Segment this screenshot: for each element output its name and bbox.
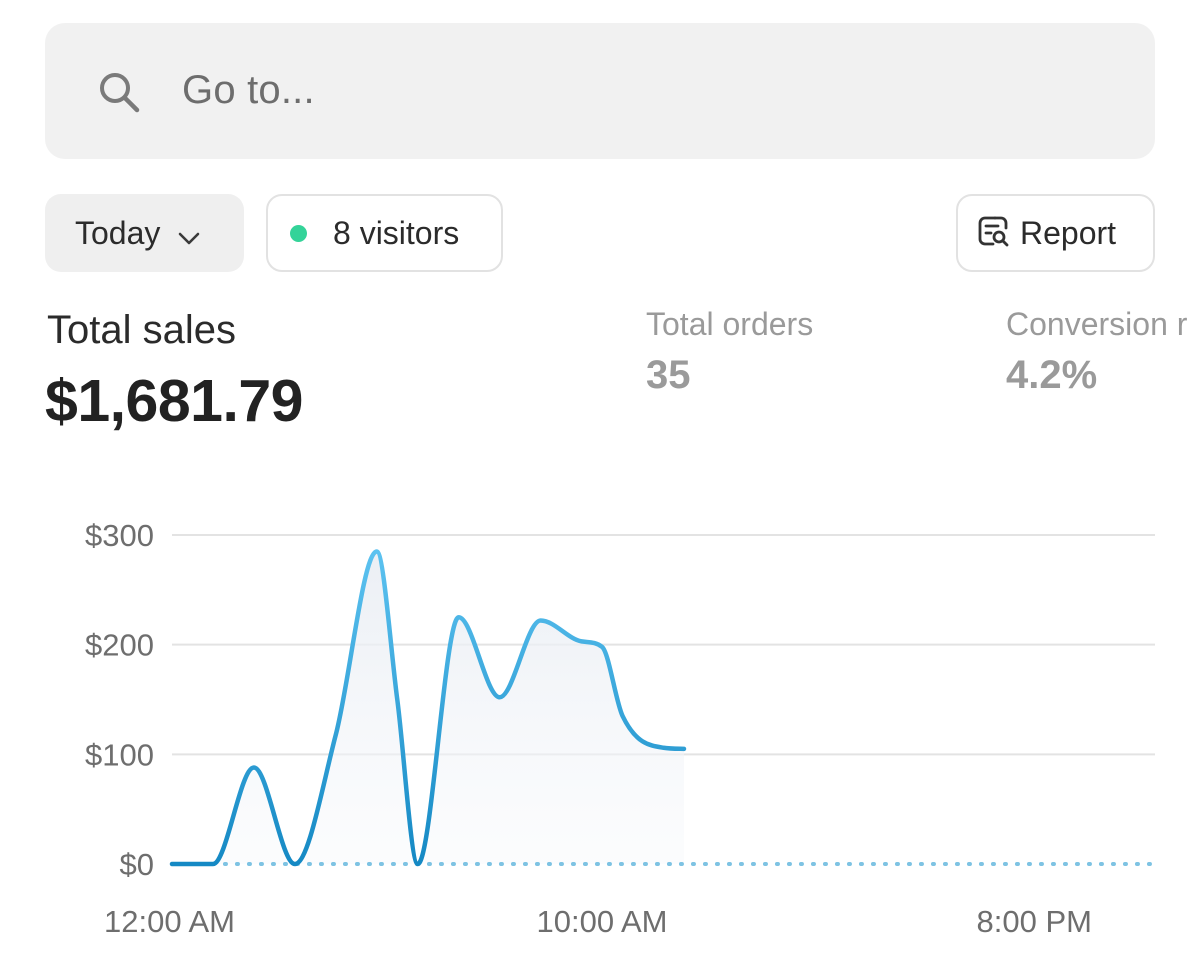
x-axis-tick-label: 10:00 AM — [537, 904, 668, 939]
y-axis-tick-label: $100 — [85, 737, 154, 772]
total-sales-value: $1,681.79 — [45, 368, 303, 434]
sales-area-fill — [172, 551, 684, 864]
search-input[interactable]: Go to... — [182, 68, 315, 112]
live-visitors-button[interactable]: 8 visitors — [266, 194, 503, 272]
search-icon — [97, 70, 141, 114]
visitors-label: 8 visitors — [333, 214, 460, 251]
period-label: Today — [75, 214, 161, 251]
conversion-rate-label[interactable]: Conversion r — [1006, 306, 1188, 342]
search-bar[interactable]: Go to... — [45, 23, 1155, 159]
period-dropdown[interactable]: Today — [45, 194, 244, 272]
conversion-rate-value: 4.2% — [1006, 353, 1098, 397]
total-sales-label: Total sales — [47, 308, 236, 352]
y-axis-tick-label: $0 — [120, 847, 154, 882]
report-label: Report — [1020, 214, 1117, 251]
y-axis-tick-label: $200 — [85, 628, 154, 663]
sales-line — [169, 549, 687, 867]
x-axis-tick-label: 8:00 PM — [977, 904, 1092, 939]
total-orders-value: 35 — [646, 353, 691, 397]
live-status-dot-icon — [290, 224, 307, 242]
total-orders-label[interactable]: Total orders — [646, 306, 814, 342]
chevron-down-icon — [178, 217, 200, 254]
report-button[interactable]: Report — [956, 194, 1155, 272]
x-axis-tick-label: 12:00 AM — [104, 904, 235, 939]
sales-chart: $0 $100 $200 $300 12:00 AM 10:00 AM 8:00 PM — [85, 518, 1157, 939]
y-axis-tick-label: $300 — [85, 518, 154, 553]
report-search-icon — [976, 214, 1010, 256]
